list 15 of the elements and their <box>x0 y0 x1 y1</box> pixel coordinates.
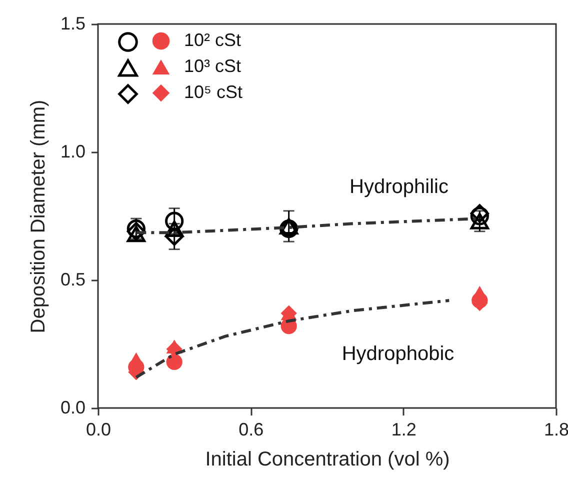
x-tick-label: 1.2 <box>391 420 416 440</box>
annotation: Hydrophobic <box>342 343 454 365</box>
y-tick-label: 1.5 <box>60 14 86 34</box>
x-tick-label: 0.0 <box>86 420 112 440</box>
legend-label: 10² cSt <box>184 30 242 50</box>
legend-label: 10⁵ cSt <box>184 82 242 102</box>
annotation: Hydrophilic <box>350 176 448 198</box>
y-tick-label: 0.0 <box>60 398 86 418</box>
x-axis-title: Initial Concentration (vol %) <box>205 448 450 470</box>
y-tick-label: 0.5 <box>60 270 86 290</box>
x-tick-label: 0.6 <box>238 420 264 440</box>
legend-label: 10³ cSt <box>184 56 242 76</box>
y-tick-label: 1.0 <box>60 142 86 162</box>
x-tick-label: 1.8 <box>544 420 568 440</box>
y-axis-title: Deposition Diameter (mm) <box>27 100 50 334</box>
